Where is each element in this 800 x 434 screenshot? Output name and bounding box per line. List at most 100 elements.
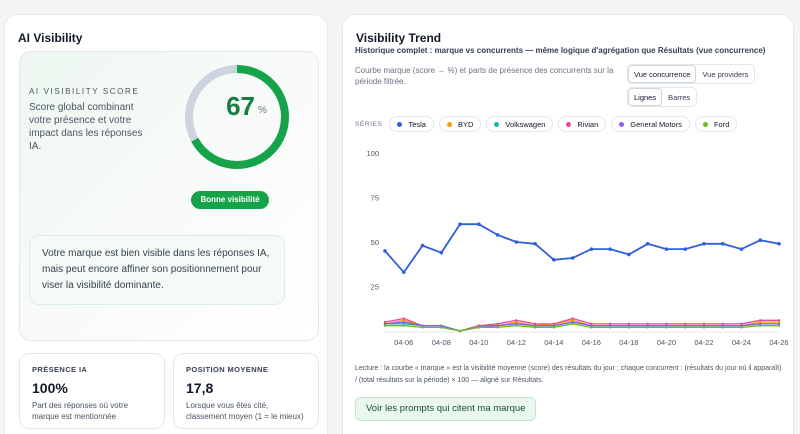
data-point-tesla: [589, 247, 594, 251]
stat-value: 17,8: [186, 380, 214, 396]
score-description: Score global combinant votre présence et…: [29, 102, 143, 152]
data-point-general-motors: [665, 324, 668, 327]
data-point-general-motors: [402, 320, 405, 324]
series-chip-general-motors[interactable]: General Motors: [611, 116, 690, 132]
stat-description: Part des réponses où votre marque est me…: [32, 401, 129, 421]
data-point-ford: [608, 326, 612, 329]
data-point-tesla: [495, 233, 500, 237]
data-point-ford: [740, 326, 743, 329]
data-point-ford: [571, 322, 574, 326]
data-point-rivian: [496, 322, 499, 326]
stat-title: PRÉSENCE IA: [32, 365, 88, 374]
data-point-tesla: [420, 243, 425, 248]
data-point-tesla: [645, 241, 650, 246]
series-chip-tesla[interactable]: Tesla: [389, 116, 434, 132]
data-point-ford: [665, 326, 668, 329]
data-point-general-motors: [740, 324, 743, 327]
series-chip-label: BYD: [457, 119, 474, 129]
data-point-general-motors: [702, 324, 706, 327]
panel-title: Visibility Trend: [356, 31, 442, 45]
series-line-general-motors: [384, 321, 779, 332]
data-point-ford: [477, 326, 481, 329]
panel-title: AI Visibility: [18, 31, 83, 45]
data-point-ford: [627, 326, 631, 329]
data-point-rivian: [740, 322, 743, 326]
reading-note: Lecture : la courbe « marque » est la vi…: [355, 365, 782, 384]
data-point-rivian: [552, 322, 556, 326]
view-toggle: Vue concurrence Vue providers: [627, 64, 756, 84]
series-chip-label: Ford: [713, 119, 730, 129]
data-point-general-motors: [627, 324, 631, 327]
x-tick-label: 04-10: [469, 338, 488, 347]
data-point-rivian: [608, 322, 612, 326]
visibility-trend-panel: Visibility Trend Historique complet : ma…: [342, 14, 794, 434]
stat-value: 100%: [32, 380, 68, 396]
data-point-general-motors: [721, 324, 724, 327]
view-providers-button[interactable]: Vue providers: [696, 65, 755, 83]
series-chip-volkswagen[interactable]: Volkswagen: [486, 116, 554, 132]
data-point-byd: [402, 319, 405, 322]
data-point-tesla: [552, 258, 556, 262]
view-competition-button[interactable]: Vue concurrence: [628, 65, 697, 83]
stat-title: POSITION MOYENNE: [186, 365, 269, 374]
lines-button[interactable]: Lignes: [628, 88, 663, 106]
data-point-tesla: [664, 247, 669, 251]
series-color-dot: [619, 121, 625, 127]
data-point-ford: [496, 326, 499, 329]
x-tick-label: 04-18: [619, 338, 638, 347]
series-chip-label: General Motors: [630, 119, 682, 129]
data-point-tesla: [627, 252, 631, 257]
x-tick-label: 04-22: [694, 338, 713, 347]
view-prompts-button[interactable]: Voir les prompts qui citent ma marque: [355, 397, 537, 421]
data-point-rivian: [590, 322, 593, 326]
series-color-dot: [702, 121, 708, 127]
data-point-general-motors: [421, 324, 424, 327]
series-color-dot: [494, 121, 500, 127]
series-chip-rivian[interactable]: Rivian: [558, 116, 607, 132]
data-point-rivian: [721, 322, 724, 326]
data-point-tesla: [739, 247, 744, 251]
ai-visibility-panel: AI Visibility AI VISIBILITY SCORE Score …: [4, 14, 328, 434]
series-chip-ford[interactable]: Ford: [694, 116, 738, 132]
x-tick-label: 04-26: [769, 338, 788, 347]
data-point-general-motors: [683, 324, 687, 327]
data-point-rivian: [477, 324, 481, 327]
series-chip-byd[interactable]: BYD: [438, 116, 482, 132]
x-tick-label: 04-12: [507, 338, 526, 347]
data-point-rivian: [777, 319, 781, 322]
data-point-rivian: [665, 322, 668, 326]
data-point-rivian: [646, 322, 649, 326]
data-point-ford: [721, 326, 724, 329]
data-point-ford: [515, 324, 518, 327]
helper-text: Courbe marque (score → %) et parts de pr…: [355, 66, 614, 86]
series-filter: SÉRIES Tesla BYD Volkswagen Rivian General M…: [355, 115, 742, 133]
data-point-rivian: [383, 320, 387, 324]
x-tick-label: 04-08: [432, 338, 451, 347]
data-point-rivian: [533, 322, 537, 326]
data-point-tesla: [777, 241, 781, 246]
data-point-rivian: [702, 322, 706, 326]
data-point-ford: [458, 329, 462, 333]
data-point-ford: [683, 326, 687, 329]
series-chip-label: Volkswagen: [505, 119, 546, 129]
bars-button[interactable]: Barres: [662, 88, 697, 106]
data-point-tesla: [720, 241, 725, 246]
data-point-general-motors: [515, 322, 518, 326]
data-point-ford: [590, 326, 593, 329]
score-unit: %: [258, 105, 267, 116]
data-point-general-motors: [590, 324, 593, 327]
data-point-tesla: [383, 249, 387, 253]
data-point-volkswagen: [402, 322, 405, 326]
data-point-tesla: [477, 222, 481, 226]
series-line-rivian: [384, 317, 779, 332]
data-point-tesla: [533, 241, 537, 246]
y-tick-label: 50: [371, 238, 379, 247]
data-point-tesla: [458, 222, 462, 226]
x-tick-label: 04-16: [582, 338, 601, 347]
data-point-ford: [440, 326, 443, 329]
series-line-ford: [385, 323, 779, 332]
data-point-general-motors: [552, 324, 556, 327]
data-point-rivian: [683, 322, 687, 326]
data-point-tesla: [401, 270, 406, 275]
data-point-tesla: [702, 241, 706, 246]
